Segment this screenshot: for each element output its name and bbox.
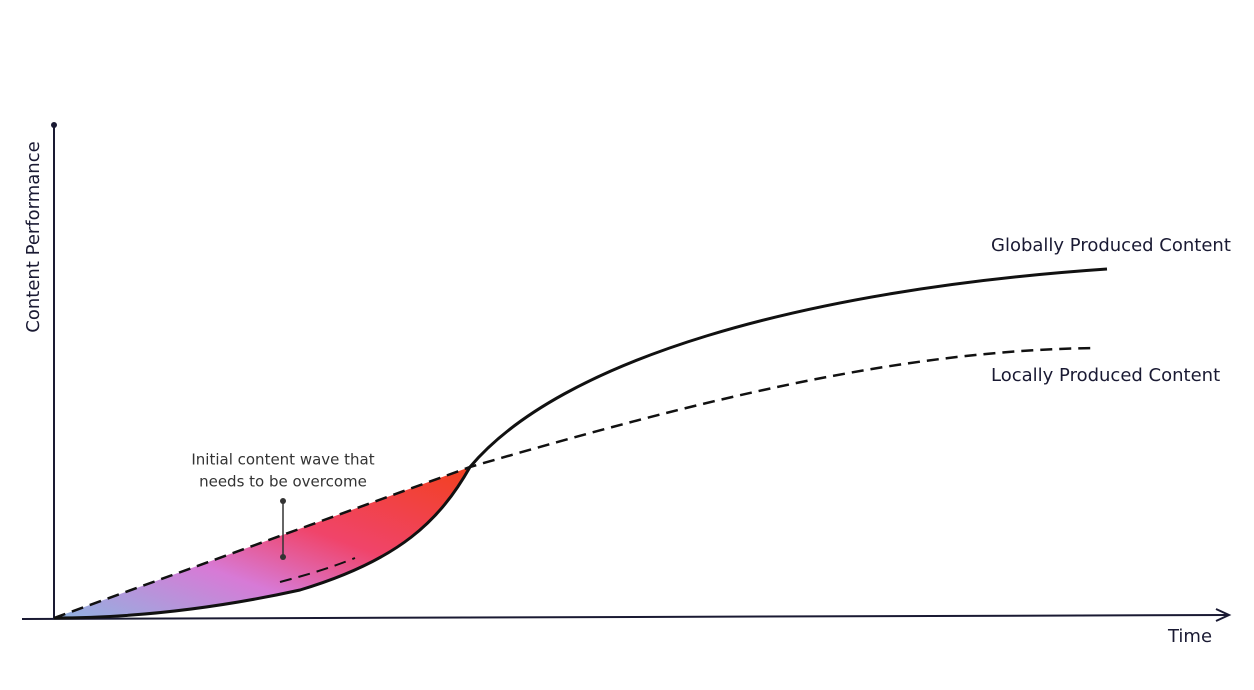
local-curve: [53, 346, 1098, 620]
global-curve: [53, 267, 1108, 620]
annotation-dot: [280, 498, 286, 504]
curve-label: Globally Produced Content: [991, 235, 1231, 256]
y-axis-dot: [51, 122, 57, 128]
x-axis-label: Time: [1167, 626, 1212, 647]
curve-label: Locally Produced Content: [991, 365, 1220, 386]
x-axis: [21, 614, 1229, 620]
annotation-text: needs to be overcome: [199, 473, 367, 491]
y-axis-label: Content Performance: [23, 141, 44, 332]
local-curve-lower: [279, 557, 356, 583]
annotation-dot: [280, 554, 286, 560]
x-axis-arrow: [1215, 608, 1232, 622]
annotation-text: Initial content wave that: [191, 451, 374, 469]
